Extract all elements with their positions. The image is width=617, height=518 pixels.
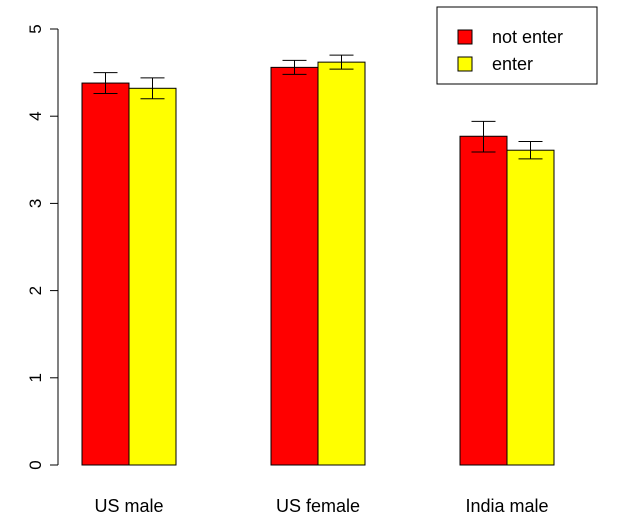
bar bbox=[81, 82, 130, 466]
legend-label: not enter bbox=[492, 27, 563, 47]
legend: not enter enter bbox=[436, 6, 598, 85]
y-tick-label: 2 bbox=[26, 286, 45, 295]
legend-swatch bbox=[457, 29, 473, 45]
legend-swatch bbox=[457, 56, 473, 72]
y-tick-label: 1 bbox=[26, 373, 45, 382]
x-tick-label: India male bbox=[465, 496, 548, 516]
legend-label: enter bbox=[492, 54, 533, 74]
error-bars bbox=[93, 54, 543, 160]
bar bbox=[506, 149, 555, 466]
x-tick-label: US female bbox=[276, 496, 360, 516]
x-tick-label: US male bbox=[94, 496, 163, 516]
y-tick-label: 0 bbox=[26, 460, 45, 469]
y-tick-label: 3 bbox=[26, 199, 45, 208]
bar bbox=[459, 135, 508, 466]
y-axis: 0 1 2 3 4 5 bbox=[26, 24, 59, 470]
bar bbox=[317, 61, 366, 466]
bars bbox=[81, 61, 555, 466]
bar bbox=[270, 66, 319, 466]
bar bbox=[128, 87, 177, 466]
y-tick-label: 4 bbox=[26, 111, 45, 120]
y-tick-label: 5 bbox=[26, 24, 45, 33]
